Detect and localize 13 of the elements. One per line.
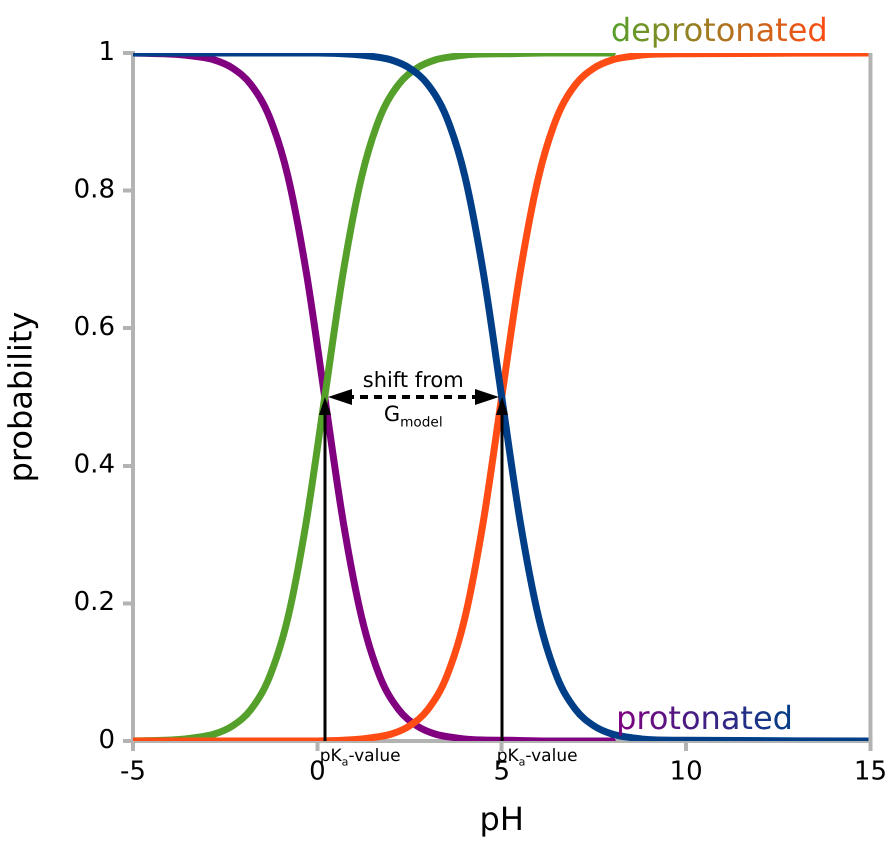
- y-tick-label: 1: [98, 36, 115, 67]
- x-tick-label: 15: [854, 756, 888, 786]
- annotation: protonated: [616, 699, 793, 737]
- annotation: deprotonated: [610, 11, 828, 49]
- y-axis-title: probability: [2, 312, 40, 482]
- y-tick-label: 0.4: [74, 450, 115, 480]
- x-tick-label: 10: [670, 756, 703, 786]
- x-axis-title: pH: [480, 800, 524, 838]
- y-tick-label: 0: [98, 724, 115, 755]
- y-tick-label: 0.8: [74, 174, 115, 204]
- x-tick-label: -5: [120, 756, 146, 786]
- y-tick-label: 0.2: [74, 587, 115, 618]
- y-tick-label: 0.6: [74, 312, 115, 342]
